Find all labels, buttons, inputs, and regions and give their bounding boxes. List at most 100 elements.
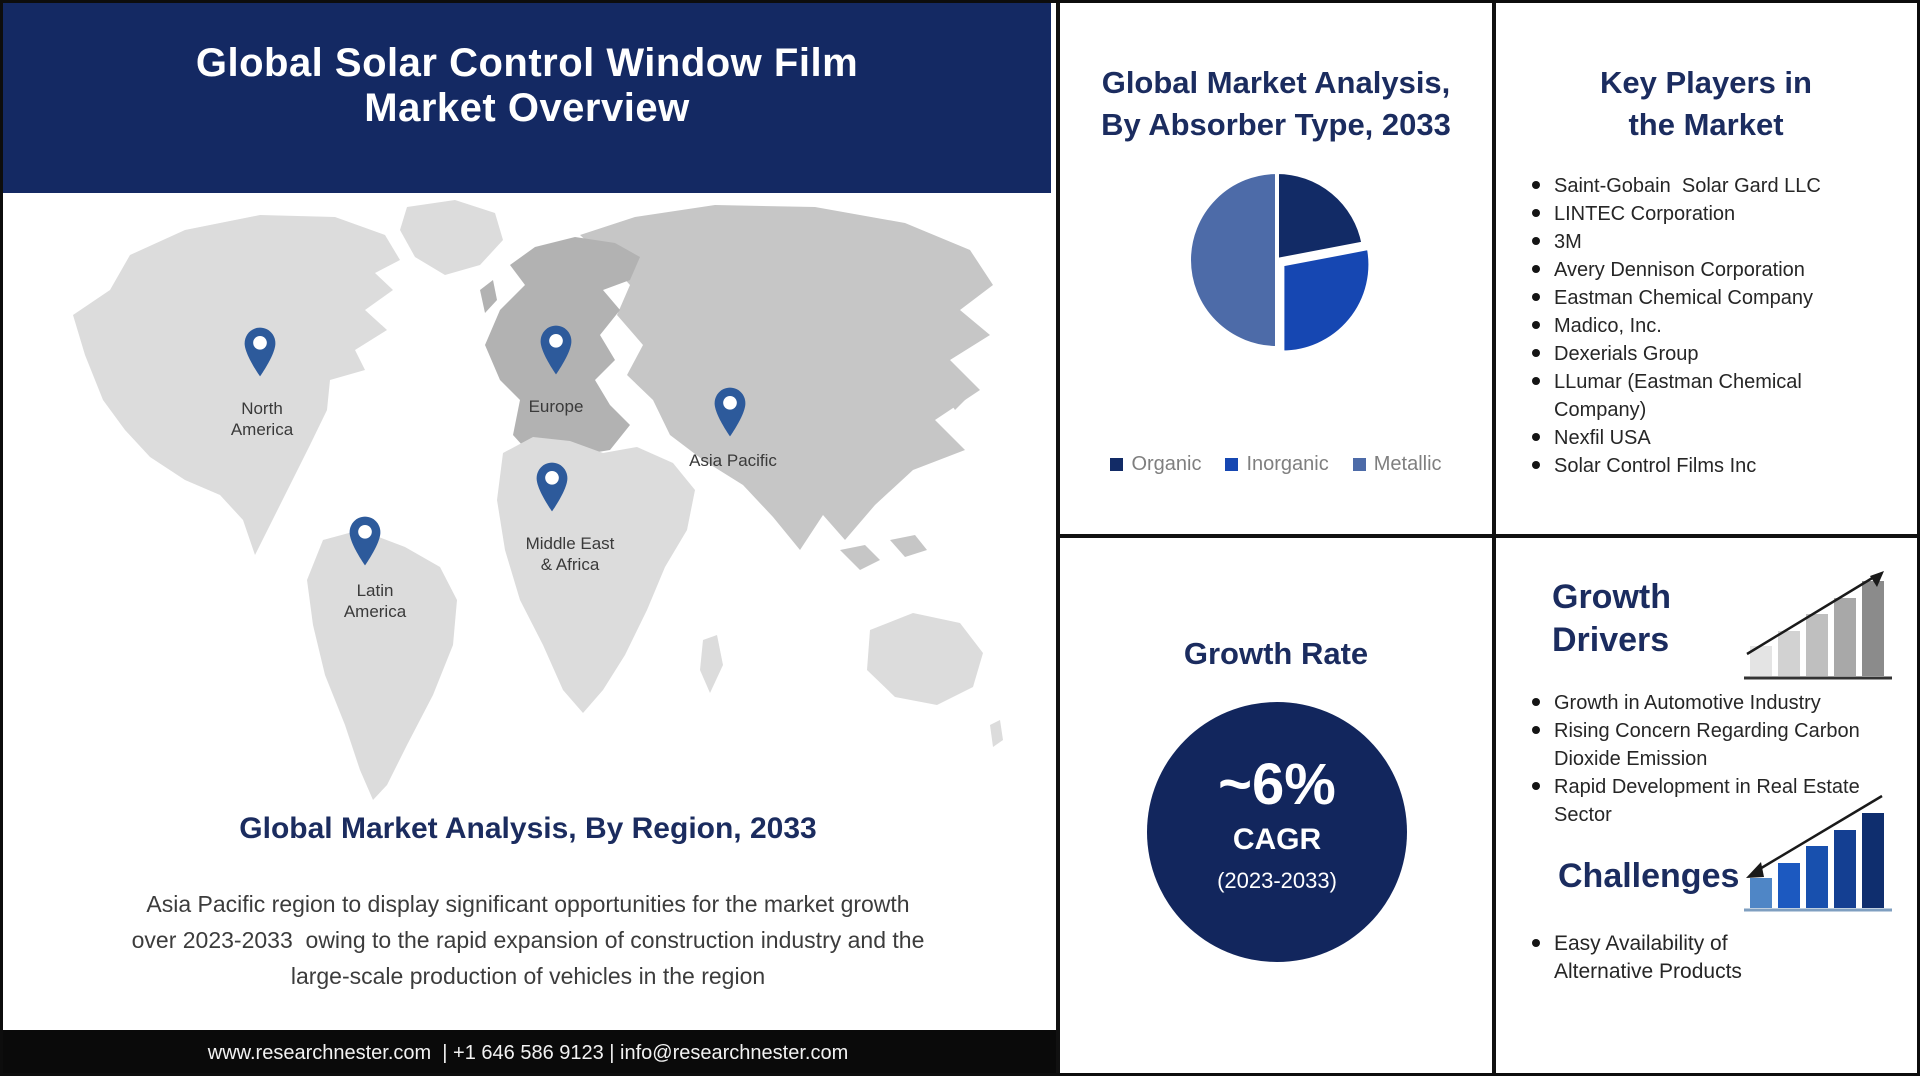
list-item-text: Eastman Chemical Company — [1554, 287, 1813, 309]
divider-vertical-1 — [1056, 0, 1060, 1076]
challenges-list: Easy Availability of Alternative Product… — [1532, 930, 1912, 986]
list-item-text: Saint-Gobain Solar Gard LLC — [1554, 175, 1821, 197]
map-label-europe: Europe — [528, 397, 584, 416]
map-pin-asia-pacific — [711, 386, 749, 438]
north-america-landmass — [73, 215, 400, 555]
map-label-north-america: North America — [230, 399, 294, 439]
list-item: LLumar (Eastman Chemical Company) — [1532, 368, 1904, 424]
divider-vertical-2 — [1492, 0, 1496, 1076]
map-pin-icon — [349, 516, 381, 566]
growth-drivers-title: Growth Drivers — [1552, 578, 1671, 659]
challenges-title: Challenges — [1558, 857, 1740, 895]
challenges-trend-icon — [1742, 788, 1894, 925]
growth-trend-icon — [1742, 556, 1894, 693]
cagr-period: (2023-2033) — [1217, 868, 1337, 893]
list-item-text: Nexfil USA — [1554, 427, 1651, 449]
list-item: Avery Dennison Corporation — [1532, 256, 1904, 284]
absorber-chart-title: Global Market Analysis, By Absorber Type… — [1101, 65, 1451, 142]
list-item-text: Rising Concern Regarding Carbon Dioxide … — [1554, 720, 1860, 770]
bullet-icon — [1532, 237, 1540, 245]
list-item-text: LINTEC Corporation — [1554, 203, 1736, 225]
pie-slice-metallic — [1187, 170, 1279, 350]
bullet-icon — [1532, 377, 1540, 385]
map-label-latin-america: Latin America — [343, 581, 407, 621]
list-item-text: Growth in Automotive Industry — [1554, 692, 1821, 714]
bullet-icon — [1532, 349, 1540, 357]
list-item: Rapid Development in Real Estate Sector — [1532, 773, 1912, 829]
australia-landmass — [867, 613, 983, 705]
map-pin-icon — [714, 387, 746, 437]
growth-drivers-list: Growth in Automotive Industry Rising Conc… — [1532, 689, 1912, 829]
list-item: Saint-Gobain Solar Gard LLC — [1532, 172, 1904, 200]
page-title: Global Solar Control Window Film Market … — [3, 3, 1051, 193]
legend-label: Metallic — [1373, 452, 1442, 475]
list-item-text: Dexerials Group — [1554, 343, 1699, 365]
list-item-text: LLumar (Eastman Chemical Company) — [1554, 371, 1802, 421]
map-label-middle-east-africa: Middle East & Africa — [525, 534, 615, 574]
bullet-icon — [1532, 698, 1540, 706]
bullet-icon — [1532, 726, 1540, 734]
frame-bottom — [0, 1073, 1920, 1076]
south-america-landmass — [307, 530, 457, 800]
map-pin-latin-america — [346, 515, 384, 567]
list-item-text: 3M — [1554, 231, 1582, 253]
legend-swatch-icon — [1225, 457, 1239, 471]
list-item: Dexerials Group — [1532, 340, 1904, 368]
frame-right — [1917, 0, 1920, 1076]
list-item-text: Solar Control Films Inc — [1554, 455, 1757, 477]
bullet-icon — [1532, 939, 1540, 947]
africa-landmass — [497, 437, 695, 713]
legend-item-organic: Organic — [1110, 453, 1201, 476]
map-label-asia-pacific: Asia Pacific — [689, 451, 777, 470]
frame-left — [0, 0, 3, 1076]
list-item: Solar Control Films Inc — [1532, 452, 1904, 480]
footer-contact-text: www.researchnester.com | +1 646 586 9123… — [207, 1041, 849, 1064]
legend-label: Organic — [1131, 452, 1202, 475]
region-analysis-description: Asia Pacific region to display significa… — [131, 891, 925, 989]
bullet-icon — [1532, 433, 1540, 441]
list-item: Easy Availability of Alternative Product… — [1532, 930, 1912, 986]
key-players-list: Saint-Gobain Solar Gard LLC LINTEC Corpor… — [1532, 172, 1904, 480]
british-isles — [480, 280, 497, 313]
bullet-icon — [1532, 181, 1540, 189]
pie-legend: Organic Inorganic Metallic — [1060, 450, 1492, 478]
bullet-icon — [1532, 782, 1540, 790]
bullet-icon — [1532, 321, 1540, 329]
bullet-icon — [1532, 293, 1540, 301]
bullet-icon — [1532, 461, 1540, 469]
map-pin-icon — [536, 462, 568, 512]
list-item: Growth in Automotive Industry — [1532, 689, 1912, 717]
list-item-text: Madico, Inc. — [1554, 315, 1662, 337]
list-item: LINTEC Corporation — [1532, 200, 1904, 228]
map-pin-middle-east-africa — [533, 461, 571, 513]
legend-item-metallic: Metallic — [1352, 452, 1442, 476]
list-item-text: Easy Availability of Alternative Product… — [1554, 932, 1742, 983]
divider-horizontal — [1056, 534, 1920, 538]
growth-rate-badge: ~6% CAGR (2023-2033) — [1147, 702, 1407, 962]
list-item: Eastman Chemical Company — [1532, 284, 1904, 312]
list-item: Madico, Inc. — [1532, 312, 1904, 340]
legend-swatch-icon — [1352, 457, 1366, 471]
legend-label: Inorganic — [1246, 452, 1329, 475]
pie-slice-organic — [1275, 170, 1366, 262]
legend-swatch-icon — [1110, 457, 1124, 471]
absorber-pie-chart — [1187, 170, 1373, 355]
map-pin-icon — [244, 327, 276, 377]
map-pin-icon — [540, 325, 572, 375]
list-item-text: Rapid Development in Real Estate Sector — [1554, 776, 1860, 826]
world-map-graphic — [73, 200, 1003, 800]
footer-bar: www.researchnester.com | +1 646 586 9123… — [0, 1030, 1056, 1076]
list-item-text: Avery Dennison Corporation — [1554, 259, 1805, 281]
bullet-icon — [1532, 209, 1540, 217]
list-item: Nexfil USA — [1532, 424, 1904, 452]
world-map — [55, 195, 1005, 810]
key-players-title: Key Players in the Market — [1600, 65, 1812, 142]
pie-slice-inorganic — [1280, 245, 1373, 355]
cagr-label: CAGR — [1232, 823, 1322, 856]
greenland-landmass — [400, 200, 503, 275]
frame-top — [0, 0, 1920, 3]
madagascar — [700, 635, 723, 693]
map-pin-north-america — [241, 326, 279, 378]
region-analysis-title: Global Market Analysis, By Region, 2033 — [239, 812, 817, 845]
